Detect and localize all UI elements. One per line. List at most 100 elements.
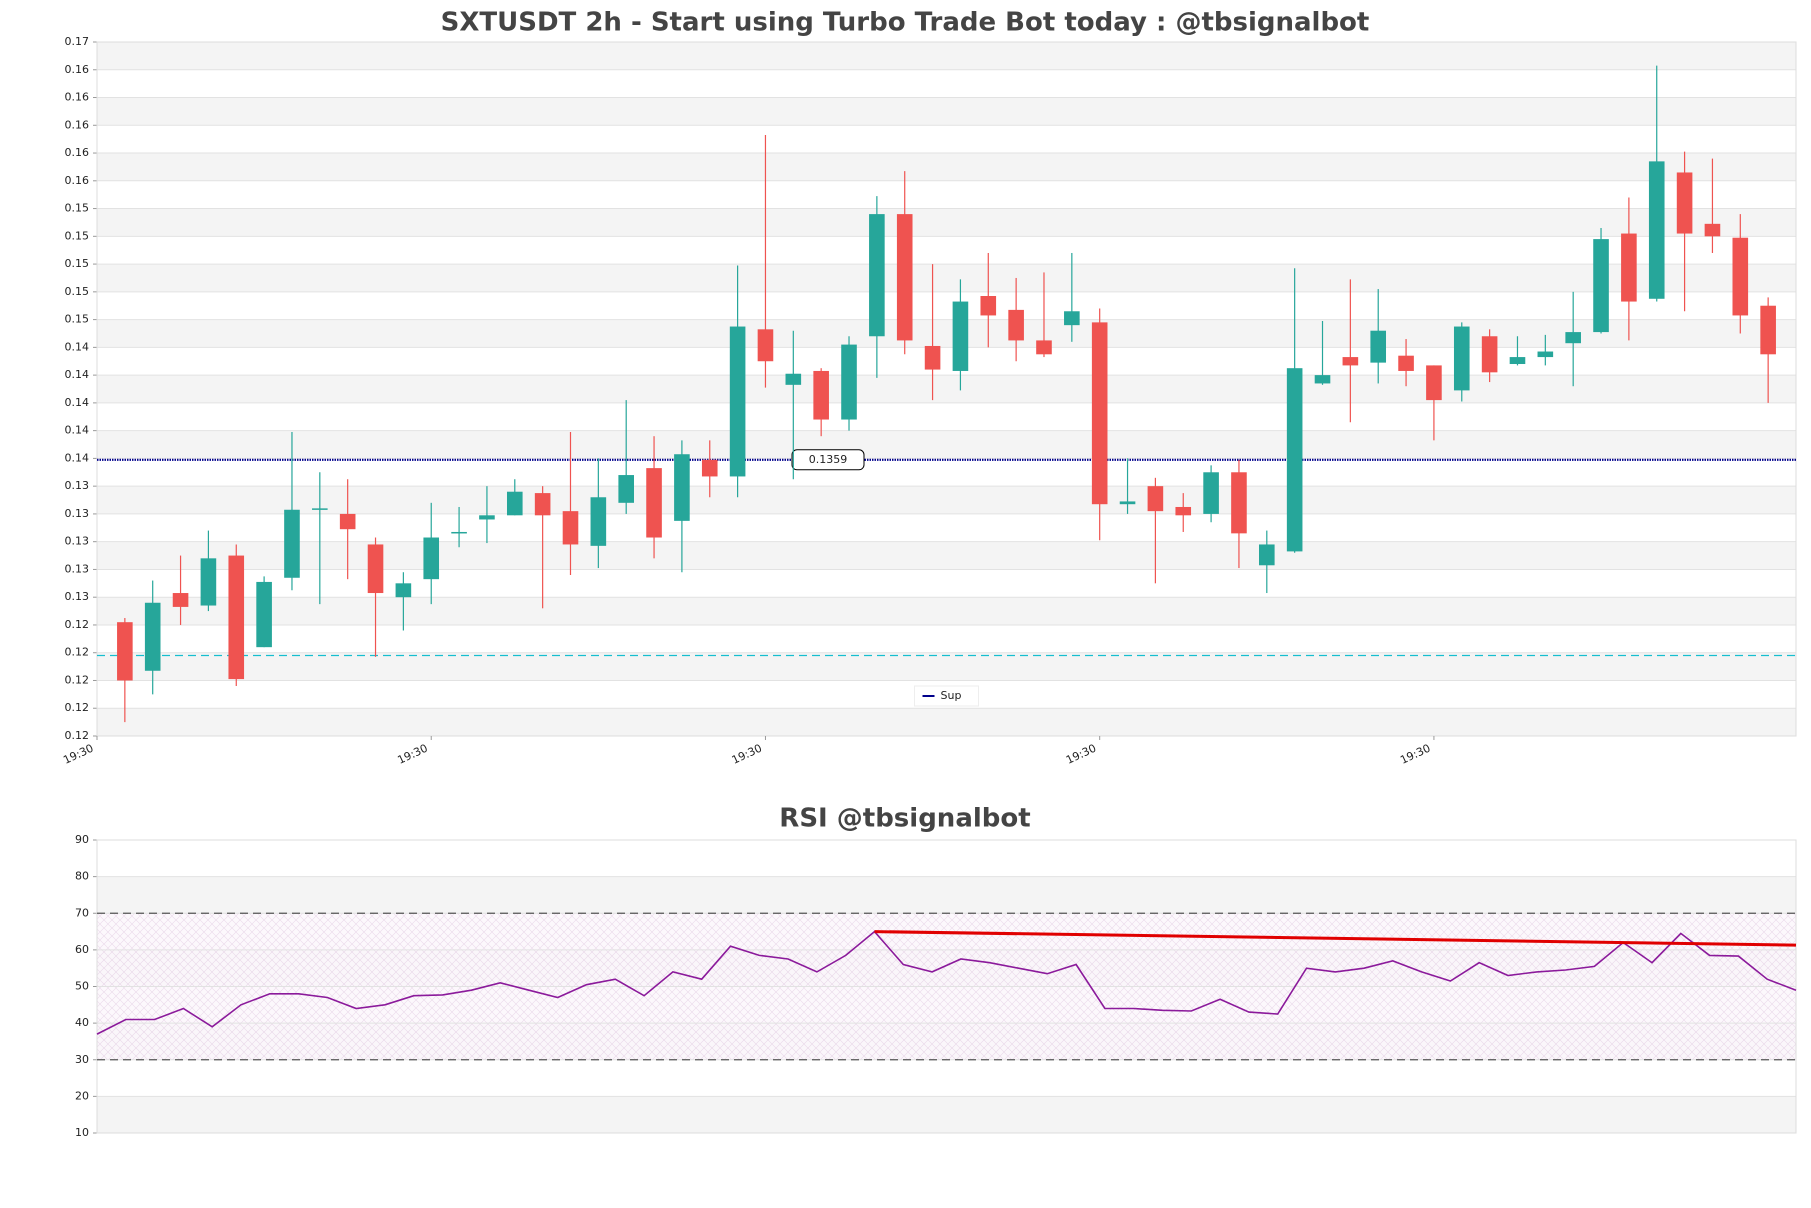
candle-body — [1231, 472, 1247, 534]
candle-body — [1342, 357, 1359, 366]
grid-band — [97, 208, 1796, 237]
candle-body — [1175, 506, 1192, 516]
candle-body — [1704, 223, 1721, 237]
y-tick-label: 0.15 — [65, 202, 90, 215]
candle-body — [785, 373, 802, 385]
y-tick-label: 0.15 — [65, 285, 90, 298]
x-tick-label: 19:30 — [396, 742, 430, 767]
grid-band — [97, 597, 1796, 625]
candle-body — [1593, 239, 1609, 333]
grid-band — [97, 1096, 1796, 1133]
candle-body — [423, 537, 440, 580]
candle-body — [1064, 311, 1080, 326]
y-tick-label: 0.16 — [65, 174, 90, 187]
y-tick-label: 90 — [75, 833, 89, 846]
candle-body — [757, 329, 774, 362]
candle-body — [312, 508, 328, 510]
candle-body — [534, 493, 551, 516]
candle-body — [1621, 233, 1637, 302]
x-tick-label: 19:30 — [730, 742, 764, 767]
plot-frame — [96, 41, 1797, 737]
y-tick-label: 80 — [75, 870, 89, 883]
candle-body — [646, 468, 662, 538]
y-tick-label: 40 — [75, 1016, 89, 1029]
y-tick-label: 0.16 — [65, 146, 90, 159]
y-tick-label: 0.15 — [65, 229, 90, 242]
y-tick-label: 0.13 — [65, 590, 90, 603]
candle-body — [1453, 326, 1470, 391]
candle-body — [451, 531, 467, 534]
grid-band — [97, 153, 1796, 181]
y-tick-label: 0.13 — [65, 507, 90, 520]
candle-body — [1203, 472, 1219, 514]
candle-body — [1648, 161, 1665, 299]
candle-body — [228, 555, 245, 680]
price-label: 0.1359 — [809, 453, 848, 466]
candle-body — [395, 583, 412, 598]
candle-body — [618, 475, 634, 503]
candle-body — [1426, 365, 1442, 401]
candle-body — [1398, 355, 1414, 371]
candle-body — [701, 459, 718, 477]
candle-body — [562, 511, 579, 545]
legend-box — [914, 685, 979, 707]
grid-band — [97, 652, 1796, 681]
candle-body — [1314, 375, 1331, 384]
candle-body — [1286, 368, 1303, 552]
candle-body — [506, 491, 523, 516]
candle-body — [1147, 486, 1164, 512]
grid-band — [97, 430, 1796, 459]
candle-body — [479, 515, 495, 520]
y-tick-label: 70 — [75, 906, 89, 919]
y-tick-label: 0.12 — [65, 673, 90, 686]
candle-body — [1008, 309, 1024, 341]
trend-line — [874, 930, 1797, 947]
candle-body — [729, 326, 746, 477]
candle-body — [1259, 544, 1275, 566]
y-tick-label: 20 — [75, 1089, 89, 1102]
y-tick-label: 0.16 — [65, 91, 90, 104]
candle-body — [144, 602, 161, 671]
y-tick-label: 30 — [75, 1053, 89, 1066]
grid-band — [97, 876, 1796, 914]
y-tick-label: 50 — [75, 980, 89, 993]
candle-body — [172, 593, 189, 607]
grid-band — [97, 97, 1796, 126]
price-label-box — [791, 449, 865, 471]
plot-frame — [96, 839, 1797, 1134]
candle-body — [924, 345, 941, 370]
candle-body — [841, 344, 857, 420]
candle-body — [674, 454, 690, 521]
grid-band — [97, 541, 1796, 570]
y-tick-label: 0.12 — [65, 701, 90, 714]
grid-band — [97, 486, 1796, 514]
candle-body — [1481, 336, 1498, 373]
grid-band — [97, 264, 1796, 292]
y-tick-label: 0.16 — [65, 63, 90, 76]
candle-body — [339, 513, 356, 530]
candle-body — [896, 214, 913, 341]
legend-label: Sup — [941, 689, 962, 702]
x-tick-label: 19:30 — [1064, 742, 1098, 767]
candle-body — [1676, 172, 1693, 234]
rsi-line — [96, 930, 1797, 1035]
candle-body — [1370, 330, 1387, 363]
candle-body — [1119, 501, 1136, 505]
candle-body — [1509, 357, 1526, 365]
y-tick-label: 0.13 — [65, 562, 90, 575]
y-tick-label: 0.14 — [65, 368, 90, 381]
y-tick-label: 0.14 — [65, 451, 90, 464]
grid-band — [97, 708, 1796, 736]
chart-title: SXTUSDT 2h - Start using Turbo Trade Bot… — [441, 8, 1370, 38]
candle-body — [1565, 332, 1581, 344]
candle-body — [980, 296, 997, 316]
y-tick-label: 0.12 — [65, 729, 90, 742]
candle-body — [200, 558, 217, 606]
y-tick-label: 10 — [75, 1126, 89, 1139]
y-tick-label: 0.14 — [65, 396, 90, 409]
y-tick-label: 60 — [75, 943, 89, 956]
y-tick-label: 0.14 — [65, 340, 90, 353]
candle-body — [256, 581, 272, 648]
candle-body — [952, 301, 969, 371]
